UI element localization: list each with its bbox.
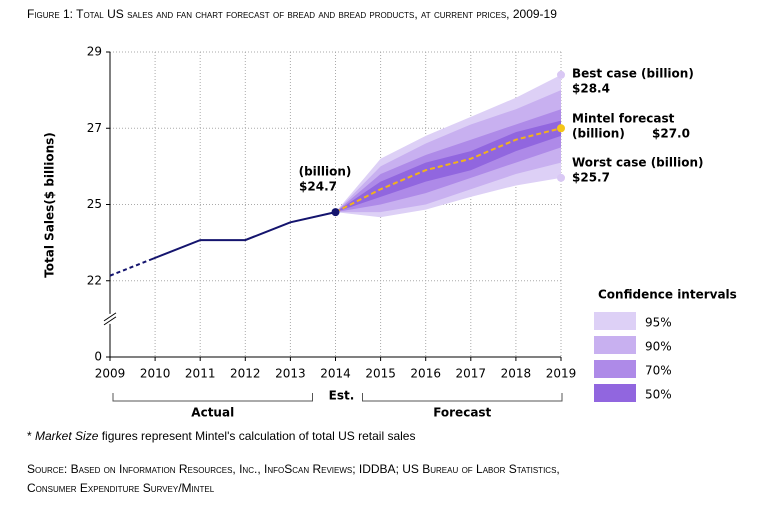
annotation-dot	[557, 70, 565, 79]
confidence-band	[335, 120, 561, 213]
series-line	[109, 211, 336, 277]
source: Source: Based on Information Resources, …	[27, 462, 560, 476]
x-tick-label: 2018	[501, 367, 532, 381]
x-tick-label: 2009	[95, 367, 126, 381]
annotation-label: Best case (billion)	[572, 67, 694, 81]
annotation-label: (billion)	[572, 127, 625, 141]
axis-break	[103, 312, 117, 326]
legend-label: 95%	[645, 316, 672, 330]
chart-title: Figure 1: Total US sales and fan chart f…	[27, 7, 557, 21]
footnote: * Market Size figures represent Mintel's…	[27, 429, 415, 443]
x-tick-label: 2015	[365, 367, 396, 381]
annotation-label: Worst case (billion)	[572, 156, 704, 170]
y-tick-label: 27	[87, 121, 102, 135]
bracket	[362, 393, 563, 402]
y-tick-label: 22	[87, 273, 102, 287]
x-tick-label: 2019	[546, 367, 577, 381]
bracket	[112, 393, 313, 402]
legend-label: 50%	[645, 388, 672, 402]
annotation-value: $24.7	[299, 180, 337, 194]
annotation-value: $25.7	[572, 171, 610, 185]
legend-swatch	[594, 336, 636, 354]
annotation-dot	[557, 124, 565, 133]
axis-break-gap	[104, 313, 116, 324]
footnote-part: figures represent Mintel's calculation o…	[98, 429, 415, 443]
legend-label: 90%	[645, 340, 672, 354]
source: Consumer Expenditure Survey/Mintel	[27, 481, 215, 495]
group-label: Actual	[191, 406, 234, 420]
legend-swatch	[594, 360, 636, 378]
y-axis-label: Total Sales($ billions)	[43, 132, 57, 278]
x-tick-label: 2016	[410, 367, 441, 381]
footnote-part: Market Size	[35, 429, 99, 443]
annotation-value: $27.0	[652, 127, 690, 141]
group-label: Forecast	[433, 406, 491, 420]
x-tick-label: 2014	[320, 367, 351, 381]
legend-swatch	[594, 312, 636, 330]
x-tick-label: 2013	[275, 367, 306, 381]
legend-label: 70%	[645, 364, 672, 378]
annotation-dot	[557, 173, 565, 182]
x-tick-label: 2011	[185, 367, 216, 381]
x-tick-label: 2017	[456, 367, 487, 381]
legend-title: Confidence intervals	[598, 288, 737, 302]
annotation-label: (billion)	[299, 165, 352, 179]
annotation-label: Mintel forecast	[572, 112, 675, 126]
y-tick-label: 0	[94, 350, 102, 364]
est-label: Est.	[329, 389, 355, 403]
annotation-dot	[331, 208, 340, 217]
y-tick-label: 25	[87, 197, 102, 211]
annotation-value: $28.4	[572, 82, 610, 96]
y-tick-label: 29	[87, 45, 102, 59]
series-line	[335, 127, 562, 214]
legend-swatch	[594, 384, 636, 402]
x-tick-label: 2012	[230, 367, 261, 381]
x-tick-label: 2010	[140, 367, 171, 381]
footnote-part: *	[27, 429, 35, 443]
